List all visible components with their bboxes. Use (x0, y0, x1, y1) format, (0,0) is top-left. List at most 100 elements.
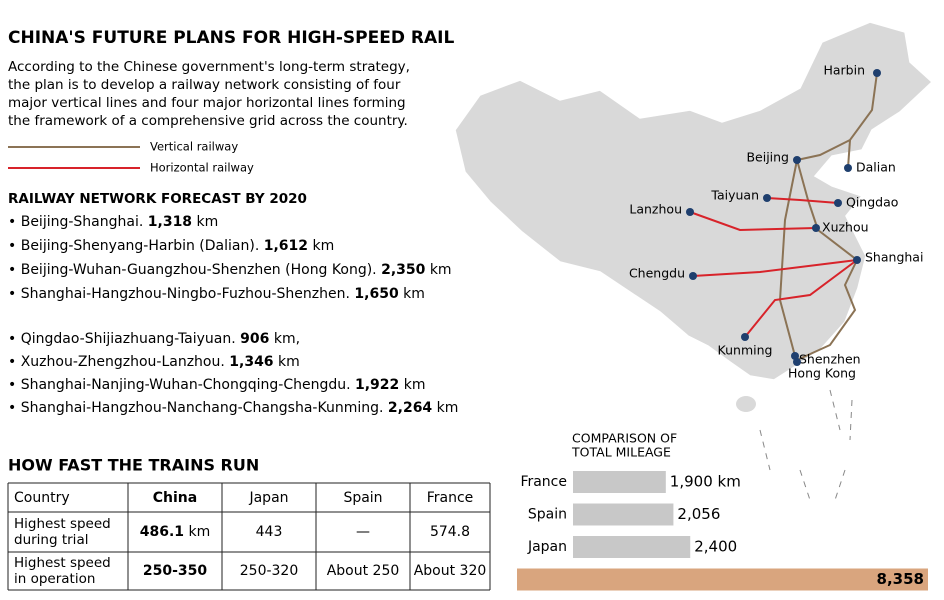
legend-label: Horizontal railway (150, 161, 254, 175)
value-label: 2,056 (677, 505, 720, 523)
text-part: 906 (240, 331, 269, 347)
row-label: Highest speed (14, 555, 111, 571)
route-line (744, 259, 858, 338)
text-part: Beijing-Shanghai. (21, 214, 144, 230)
forecast-item: • Beijing-Shanghai. 1,318 km (8, 214, 218, 230)
row-label: during trial (14, 532, 88, 548)
category-label: Spain (528, 507, 567, 523)
text-part: Beijing-Shenyang-Harbin (Dalian). (21, 238, 260, 254)
section-title: HOW FAST THE TRAINS RUN (8, 456, 259, 475)
table-header: Country (14, 490, 70, 506)
city-dot (689, 272, 697, 280)
text-part: km (278, 354, 300, 370)
forecast-item: • Qingdao-Shijiazhuang-Taiyuan. 906 km, (8, 331, 300, 347)
text-part: 1,346 (229, 354, 273, 370)
chart-title: TOTAL MILEAGE (571, 445, 671, 460)
table-cell: 443 (256, 524, 283, 540)
city-dot (763, 194, 771, 202)
forecast-item: • Shanghai-Hangzhou-Nanchang-Changsha-Ku… (8, 400, 458, 416)
text-part: km (312, 238, 334, 254)
forecast-item: • Beijing-Shenyang-Harbin (Dalian). 1,61… (8, 238, 334, 254)
city-label: Lanzhou (629, 202, 682, 217)
intro-line: major vertical lines and four major hori… (8, 95, 406, 111)
china-outline (454, 21, 934, 381)
city-dot (812, 224, 820, 232)
table-header: France (427, 490, 474, 506)
text-part: km, (274, 331, 300, 347)
text-part: km (403, 286, 425, 302)
text-part: Qingdao-Shijiazhuang-Taiyuan. (21, 331, 236, 347)
text-part: 1,922 (355, 377, 399, 393)
text-part: Shanghai-Nanjing-Wuhan-Chongqing-Chengdu… (21, 377, 351, 393)
text-part: Shanghai-Hangzhou-Ningbo-Fuzhou-Shenzhen… (21, 286, 350, 302)
city-label: Xuzhou (822, 220, 869, 235)
table-cell: About 250 (327, 563, 400, 579)
city-dot (834, 199, 842, 207)
text-part: Beijing-Wuhan-Guangzhou-Shenzhen (Hong K… (21, 262, 377, 278)
text-part: Xuzhou-Zhengzhou-Lanzhou. (21, 354, 225, 370)
maritime-dashes (759, 389, 853, 501)
intro-line: the plan is to develop a railway network… (8, 77, 401, 93)
intro-line: the framework of a comprehensive grid ac… (8, 113, 408, 129)
city-dot (686, 208, 694, 216)
text-part: 486.1 (140, 524, 184, 540)
value-label: 2,400 (694, 538, 737, 556)
text-part: 2,350 (381, 262, 426, 278)
title: CHINA'S FUTURE PLANS FOR HIGH-SPEED RAIL (8, 28, 454, 48)
table-cell: 250-320 (240, 563, 299, 579)
bar (573, 471, 666, 493)
table-cell: 486.1 km (140, 524, 211, 540)
table-header: Japan (248, 490, 288, 506)
section-title: RAILWAY NETWORK FORECAST BY 2020 (8, 191, 307, 207)
value-label: 1,900 km (670, 473, 741, 491)
table-cell: — (356, 524, 370, 540)
horizontal-routes (689, 197, 858, 338)
route-line (689, 211, 817, 232)
city-label: Qingdao (846, 195, 898, 210)
city-label: Harbin (823, 63, 865, 78)
text-part: km (430, 262, 452, 278)
forecast-item: • Shanghai-Hangzhou-Ningbo-Fuzhou-Shenzh… (8, 286, 425, 302)
forecast-item: • Beijing-Wuhan-Guangzhou-Shenzhen (Hong… (8, 262, 452, 278)
city-dot (873, 69, 881, 77)
table-header: China (153, 490, 197, 506)
route-line (796, 159, 858, 261)
text-part: 2,264 (388, 400, 433, 416)
category-label: France (520, 474, 567, 490)
text-part: km (404, 377, 426, 393)
text-part: km (189, 524, 211, 540)
city-label: Chengdu (629, 266, 685, 281)
text-part: km (197, 214, 219, 230)
text-part: 250-350 (143, 563, 208, 579)
map (454, 21, 934, 501)
city-label: Kunming (718, 343, 773, 358)
text-part: 1,612 (264, 238, 308, 254)
city-label: Taiyuan (710, 188, 759, 203)
route-line (796, 259, 858, 361)
forecast-item: • Xuzhou-Zhengzhou-Lanzhou. 1,346 km (8, 354, 300, 370)
text-part: 1,650 (354, 286, 399, 302)
city-dot (853, 256, 861, 264)
hainan (736, 396, 756, 412)
bar (517, 568, 928, 591)
text-part: 1,318 (148, 214, 192, 230)
route-line (692, 259, 858, 277)
route-line (847, 139, 851, 169)
table-cell: 250-350 (143, 563, 208, 579)
city-dot (793, 156, 801, 164)
city-dot (741, 333, 749, 341)
text-part: Shanghai-Hangzhou-Nanchang-Changsha-Kunm… (21, 400, 384, 416)
route-line (766, 197, 839, 204)
bar (573, 503, 674, 526)
city-label: Shenzhen (799, 352, 861, 367)
bar (573, 536, 691, 558)
city-dot (844, 164, 852, 172)
chart-title: COMPARISON OF (572, 431, 677, 446)
row-label: in operation (14, 571, 95, 587)
city-label: Dalian (856, 160, 896, 175)
table-cell: 574.8 (430, 524, 470, 540)
category-label: Japan (527, 539, 567, 555)
table-header: Spain (343, 490, 382, 506)
